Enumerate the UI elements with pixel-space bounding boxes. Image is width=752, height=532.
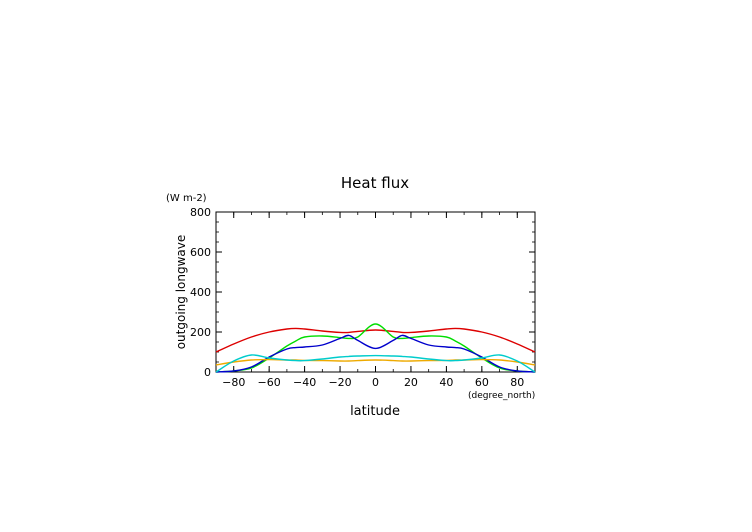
x-tick-label: 60 [475, 376, 489, 389]
y-tick-label: 0 [204, 366, 211, 379]
series-line-3 [215, 334, 536, 373]
y-tick-label: 200 [190, 326, 211, 339]
y-unit-label: (W m-2) [166, 193, 207, 204]
y-tick-label: 400 [190, 286, 211, 299]
series-line-2 [215, 323, 536, 373]
series-line-5 [215, 354, 536, 373]
data-lines [215, 323, 536, 373]
y-tick-label: 600 [190, 246, 211, 259]
x-tick-label: 40 [439, 376, 453, 389]
y-tick-label: 800 [190, 206, 211, 219]
y-axis-label: outgoing longwave [174, 235, 188, 350]
x-axis-label: latitude [350, 404, 400, 419]
x-tick-label: 80 [510, 376, 524, 389]
x-unit-label: (degree_north) [468, 391, 535, 401]
x-tick-label: −80 [222, 376, 245, 389]
x-tick-label: 0 [372, 376, 379, 389]
x-tick-label: −60 [258, 376, 281, 389]
x-tick-label: −40 [293, 376, 316, 389]
series-line-1 [215, 327, 536, 353]
chart-title: Heat flux [341, 174, 409, 192]
x-tick-label: 20 [404, 376, 418, 389]
x-tick-label: −20 [328, 376, 351, 389]
